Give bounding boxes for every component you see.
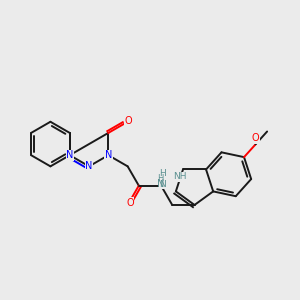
Text: N: N (66, 150, 74, 160)
Text: N: N (157, 178, 164, 189)
Text: H
N: H N (159, 169, 166, 189)
Text: NH: NH (173, 172, 186, 182)
Text: O: O (126, 198, 134, 208)
Text: O: O (125, 116, 133, 126)
Text: N: N (85, 161, 93, 171)
Text: N: N (105, 150, 112, 160)
Text: O: O (252, 134, 260, 143)
Text: H: H (157, 174, 164, 183)
